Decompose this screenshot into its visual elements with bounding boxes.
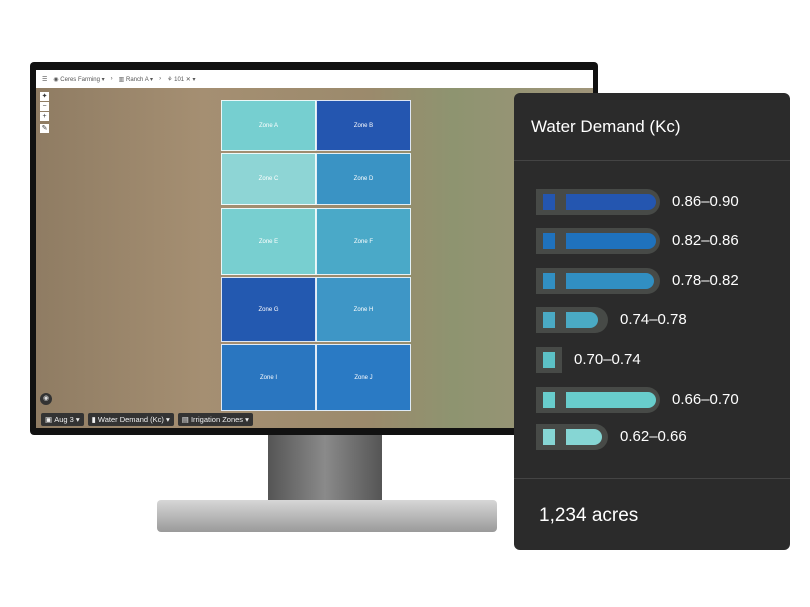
zone-label: Zone C — [258, 176, 279, 182]
compass-button[interactable]: ✦ — [40, 92, 49, 101]
legend-swatch — [543, 233, 555, 249]
legend-bar — [566, 312, 598, 328]
legend-bar — [566, 194, 656, 210]
legend-bar — [566, 392, 656, 408]
zone-label: Zone J — [354, 374, 373, 381]
legend-range: 0.82–0.86 — [672, 232, 739, 249]
date-label: Aug 3 — [54, 415, 74, 424]
app-screen: ☰ ◉ Ceres Farming ▾ › ▥ Ranch A ▾ › ⚘ 10… — [36, 70, 593, 428]
legend-swatch — [543, 429, 555, 445]
legend-swatch — [543, 352, 555, 368]
org-selector[interactable]: ◉ Ceres Farming ▾ — [53, 76, 105, 83]
zone-label: Zone H — [353, 306, 374, 313]
legend-bar — [566, 429, 602, 445]
legend-swatch — [543, 392, 555, 408]
divider — [514, 160, 790, 161]
monitor-stand-base — [157, 500, 497, 532]
zoom-out-button[interactable]: − — [40, 102, 49, 111]
legend-swatch — [543, 273, 555, 289]
block-selector[interactable]: ⚘ 101 ✕ ▾ — [167, 76, 196, 83]
legend-range: 0.70–0.74 — [574, 351, 641, 368]
divider — [514, 478, 790, 479]
chevron-right-icon: › — [159, 76, 162, 82]
chevron-right-icon: › — [110, 76, 113, 82]
zone-label: Zone E — [258, 238, 279, 245]
satellite-map[interactable]: ✦ − + ✎ ◉ ▣ Aug 3 ▾ ▮ Water Demand (Kc) … — [36, 88, 593, 428]
date-chip[interactable]: ▣ Aug 3 ▾ — [41, 413, 84, 426]
legend-swatch — [543, 194, 555, 210]
zone-label: Zone I — [259, 374, 277, 381]
layer-icon: ▮ — [91, 415, 96, 424]
ranch-name: Ranch A — [126, 76, 149, 83]
zone-label: Zone F — [353, 238, 373, 245]
calendar-icon: ▣ — [45, 415, 53, 424]
legend-title: Water Demand (Kc) — [531, 117, 681, 136]
legend-range: 0.66–0.70 — [672, 391, 739, 408]
visibility-icon[interactable]: ◉ — [40, 393, 52, 405]
zoom-in-button[interactable]: + — [40, 112, 49, 121]
top-toolbar: ☰ ◉ Ceres Farming ▾ › ▥ Ranch A ▾ › ⚘ 10… — [36, 70, 593, 88]
monitor-stand-neck — [268, 435, 382, 505]
zone-h[interactable]: Zone H — [316, 277, 411, 342]
zones-chip[interactable]: ▤ Irrigation Zones ▾ — [177, 413, 253, 426]
zone-d[interactable]: Zone D — [316, 153, 411, 205]
zone-f[interactable]: Zone F — [316, 208, 411, 275]
map-chip-bar: ▣ Aug 3 ▾ ▮ Water Demand (Kc) ▾ ▤ Irriga… — [41, 413, 253, 426]
legend-bar — [566, 273, 654, 289]
legend-range: 0.74–0.78 — [620, 311, 687, 328]
layer-label: Water Demand (Kc) — [97, 415, 164, 424]
zone-label: Zone G — [258, 306, 279, 313]
zone-e[interactable]: Zone E — [221, 208, 316, 275]
legend-range: 0.62–0.66 — [620, 428, 687, 445]
zones-icon: ▤ — [181, 415, 189, 424]
zone-label: Zone D — [353, 176, 374, 182]
zones-label: Irrigation Zones — [190, 415, 244, 424]
ranch-selector[interactable]: ▥ Ranch A ▾ — [118, 76, 154, 83]
legend-range: 0.86–0.90 — [672, 193, 739, 210]
zone-i[interactable]: Zone I — [221, 344, 316, 411]
zone-g[interactable]: Zone G — [221, 277, 316, 342]
legend-panel: Water Demand (Kc) 0.86–0.90 0.82–0.86 0.… — [514, 93, 790, 550]
org-name: Ceres Farming — [60, 76, 100, 83]
menu-icon[interactable]: ☰ — [42, 76, 48, 83]
zone-j[interactable]: Zone J — [316, 344, 411, 411]
zone-b[interactable]: Zone B — [316, 100, 411, 151]
draw-tool-button[interactable]: ✎ — [40, 124, 49, 133]
zone-label: Zone B — [353, 122, 374, 129]
legend-bar — [566, 233, 656, 249]
layer-chip[interactable]: ▮ Water Demand (Kc) ▾ — [87, 413, 174, 426]
legend-swatch — [543, 312, 555, 328]
block-name: 101 — [174, 76, 185, 83]
zone-a[interactable]: Zone A — [221, 100, 316, 151]
total-acres: 1,234 acres — [539, 505, 639, 526]
zone-c[interactable]: Zone C — [221, 153, 316, 205]
zone-label: Zone A — [258, 122, 278, 129]
legend-range: 0.78–0.82 — [672, 272, 739, 289]
